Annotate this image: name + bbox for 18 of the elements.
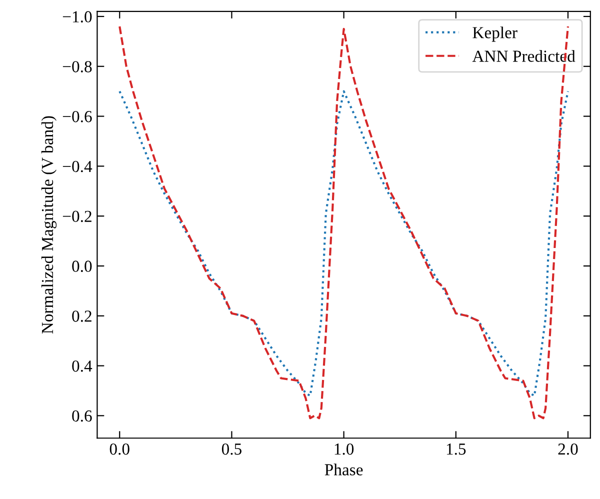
y-tick-label: −0.6 — [62, 110, 92, 122]
line-series — [118, 90, 570, 397]
y-tick-label: −1.0 — [62, 11, 92, 22]
y-tick-label: −0.2 — [62, 210, 92, 222]
y-tick-label: −0.4 — [62, 160, 92, 172]
x-tick-label: 0.0 — [110, 443, 130, 455]
y-tick-label: 0.2 — [72, 310, 92, 322]
x-tick-label: 1.0 — [334, 443, 354, 455]
y-axis-title: Normalized Magnitude (V band) — [41, 116, 57, 334]
x-tick-label: 1.5 — [446, 444, 466, 455]
y-tick-label: −0.8 — [62, 61, 92, 72]
x-axis-title: Phase — [324, 464, 363, 476]
y-tick-label: 0.4 — [72, 360, 92, 372]
x-tick-label: 0.5 — [222, 443, 242, 455]
y-tick-label: 0.0 — [72, 260, 92, 272]
y-tick-label: 0.6 — [72, 410, 92, 422]
x-tick-label: 2.0 — [558, 443, 578, 455]
legend-label: Kepler — [472, 26, 518, 42]
